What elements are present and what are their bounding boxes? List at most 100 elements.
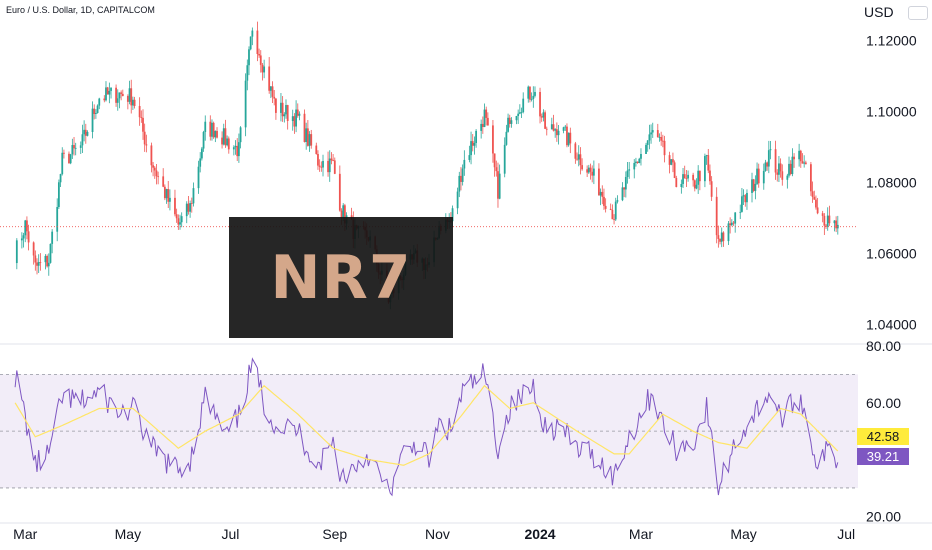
- candle-body: [322, 160, 324, 168]
- candle-body: [744, 195, 747, 203]
- candle-body: [94, 112, 97, 114]
- candle-body: [234, 145, 237, 148]
- candle-body: [81, 134, 84, 146]
- candle-body: [273, 96, 276, 99]
- rsi-tick-label: 60.00: [866, 395, 901, 411]
- candle-body: [520, 112, 523, 113]
- candle-body: [106, 87, 109, 95]
- candle-body: [486, 117, 489, 126]
- candle-body: [624, 176, 627, 190]
- candle-body: [769, 149, 772, 151]
- candle-body: [789, 163, 792, 175]
- candle-body: [108, 90, 111, 95]
- currency-label[interactable]: USD: [864, 4, 894, 20]
- candle-body: [36, 262, 38, 266]
- candle-body: [626, 170, 629, 177]
- candle-body: [709, 170, 711, 182]
- candle-body: [150, 145, 153, 166]
- candle-body: [781, 171, 784, 180]
- candle-body: [492, 125, 494, 154]
- price-tick-label: 1.04000: [866, 316, 917, 332]
- candle-body: [263, 66, 266, 73]
- candle-body: [809, 164, 812, 192]
- candle-body: [638, 158, 641, 163]
- candle-body: [550, 124, 553, 130]
- candle-body: [305, 128, 308, 142]
- candle-body: [318, 165, 321, 167]
- candle-body: [739, 211, 742, 213]
- candle-body: [741, 196, 743, 212]
- candle-body: [451, 208, 454, 222]
- candle-body: [774, 149, 777, 173]
- candle-body: [576, 158, 578, 160]
- candle-body: [779, 163, 782, 172]
- candle-body: [143, 131, 146, 145]
- currency-menu-icon[interactable]: [908, 6, 928, 20]
- time-tick-label: Mar: [629, 526, 653, 542]
- candle-body: [695, 184, 698, 189]
- candle-body: [248, 49, 250, 66]
- candle-body: [579, 154, 582, 166]
- candle-body: [613, 219, 615, 221]
- candle-body: [212, 122, 215, 138]
- candle-body: [672, 159, 674, 163]
- candle-body: [153, 167, 156, 171]
- candle-body: [132, 99, 134, 106]
- candle-body: [628, 169, 631, 171]
- candle-body: [96, 105, 99, 113]
- candle-body: [190, 203, 193, 204]
- candle-body: [586, 169, 589, 173]
- candle-body: [275, 98, 277, 113]
- candle-body: [717, 235, 720, 239]
- candle-body: [283, 114, 286, 117]
- rsi-ma-line: [14, 384, 839, 466]
- candle-body: [828, 215, 831, 224]
- candle-body: [687, 174, 689, 179]
- candle-body: [163, 186, 166, 199]
- candle-body: [249, 36, 252, 50]
- candle-body: [498, 173, 501, 199]
- candle-body: [332, 160, 335, 162]
- candle-body: [74, 147, 77, 149]
- candle-body: [46, 255, 49, 267]
- candle-body: [126, 96, 129, 102]
- candle-body: [540, 116, 543, 118]
- candle-body: [762, 170, 765, 184]
- candle-body: [557, 130, 560, 136]
- candle-body: [515, 115, 518, 121]
- candle-body: [20, 238, 23, 241]
- candle-body: [720, 232, 723, 242]
- candle-body: [480, 123, 483, 131]
- candle-body: [823, 215, 826, 226]
- candle-body: [269, 86, 272, 91]
- candle-body: [811, 191, 814, 197]
- candle-body: [330, 158, 333, 161]
- candle-body: [704, 156, 706, 182]
- candle-body: [458, 175, 461, 192]
- candle-body: [461, 168, 464, 182]
- candle-body: [815, 199, 817, 208]
- candle-body: [719, 238, 721, 242]
- candle-body: [121, 93, 124, 97]
- candle-body: [175, 214, 178, 219]
- candle-body: [609, 208, 612, 210]
- candle-body: [343, 205, 346, 224]
- candle-body: [338, 173, 341, 211]
- candle-body: [650, 132, 652, 135]
- candle-body: [791, 156, 794, 175]
- price-tick-label: 1.08000: [866, 174, 917, 190]
- candle-body: [118, 92, 121, 99]
- candle-body: [826, 215, 829, 227]
- candle-body: [804, 162, 807, 165]
- candle-body: [232, 147, 235, 150]
- candle-body: [303, 113, 306, 142]
- candle-body: [508, 117, 511, 124]
- candle-body: [635, 161, 637, 163]
- candle-body: [778, 163, 780, 175]
- candle-body: [776, 172, 779, 175]
- candle-body: [468, 155, 471, 160]
- candle-body: [569, 132, 572, 144]
- rsi-value-badge: 39.21: [857, 448, 909, 465]
- candle-body: [333, 160, 336, 174]
